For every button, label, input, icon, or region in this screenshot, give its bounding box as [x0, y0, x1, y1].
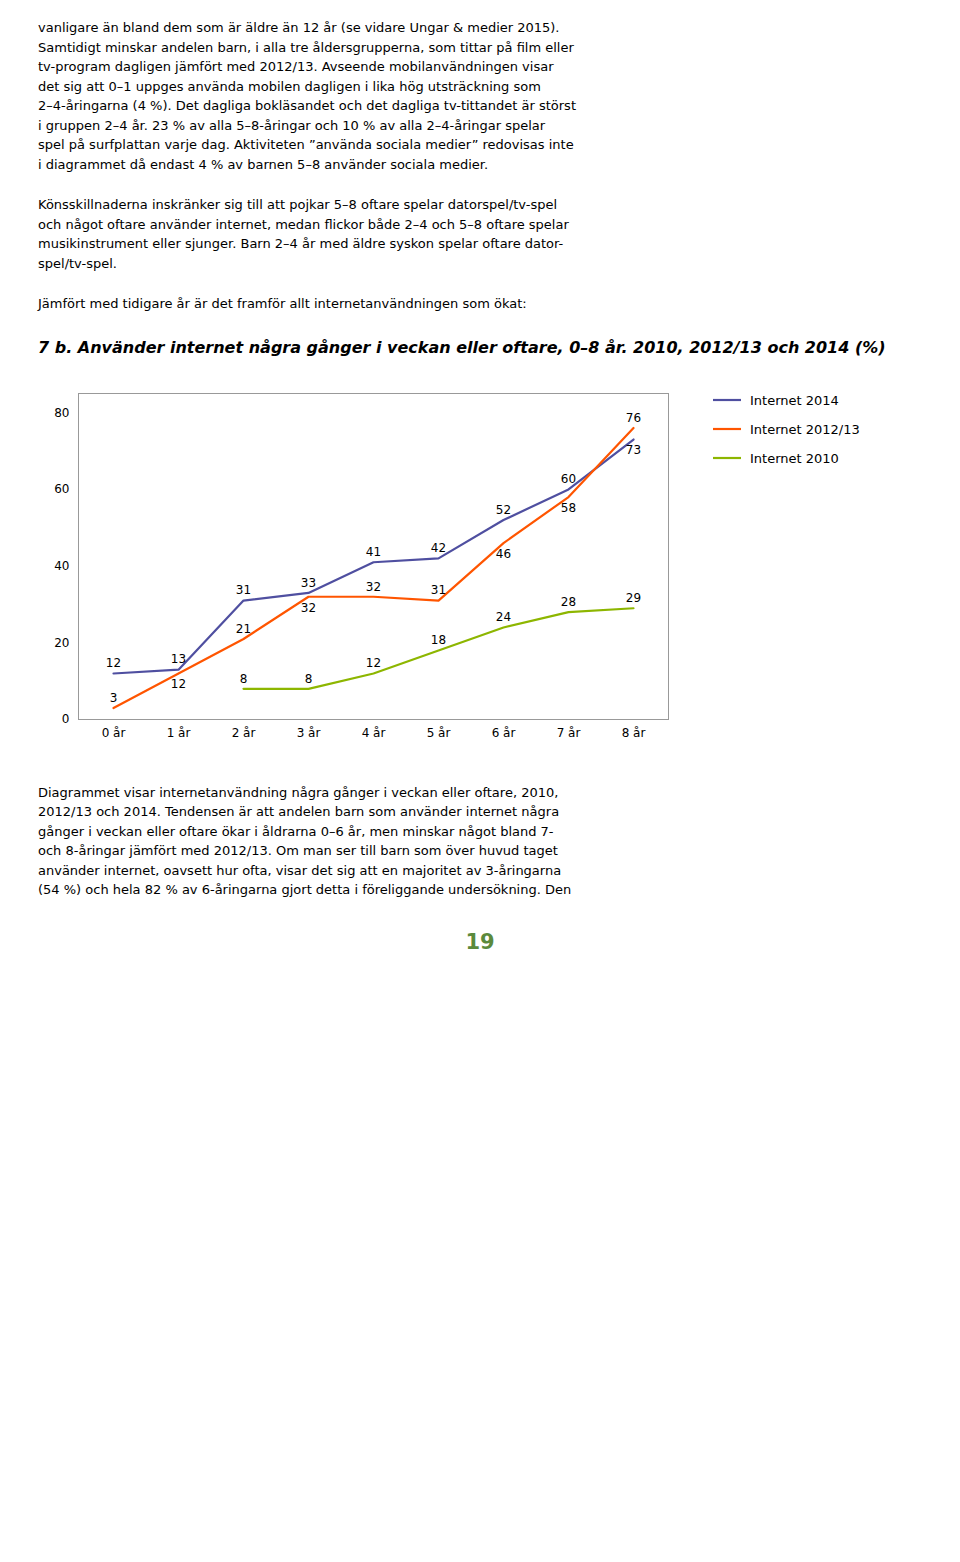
svg-text:80: 80: [54, 405, 69, 419]
svg-text:18: 18: [431, 633, 446, 647]
svg-text:60: 60: [54, 482, 69, 496]
svg-text:76: 76: [626, 410, 641, 424]
svg-text:31: 31: [431, 583, 446, 597]
html-text:2012/13 och 2014. Tendensen är: 2012/13 och 2014. Tendensen är att andel…: [38, 804, 560, 819]
svg-text:24: 24: [496, 610, 511, 624]
html-text:spel på surfplattan varje dag.: spel på surfplattan varje dag. Aktivitet…: [38, 137, 574, 152]
svg-text:60: 60: [561, 472, 576, 486]
svg-text:31: 31: [236, 583, 251, 597]
html-text:Internet 2012/13: Internet 2012/13: [750, 421, 860, 437]
html-text:och något oftare använder inte: och något oftare använder internet, meda…: [38, 216, 569, 232]
svg-text:41: 41: [366, 545, 381, 559]
svg-text:20: 20: [54, 635, 69, 649]
svg-text:52: 52: [496, 502, 511, 516]
html-text:Diagrammet visar internetanvän: Diagrammet visar internetanvändning någr…: [38, 784, 559, 800]
svg-text:5 år: 5 år: [427, 726, 451, 740]
svg-text:8: 8: [240, 671, 248, 685]
svg-text:46: 46: [496, 546, 511, 560]
html-text:2–4-åringarna (4 %). Det dagli: 2–4-åringarna (4 %). Det dagliga bokläsa…: [38, 98, 576, 113]
html-text:använder internet, oavsett hur: använder internet, oavsett hur ofta, vis…: [38, 862, 562, 878]
svg-text:3 år: 3 år: [297, 726, 321, 740]
html-text:vanligare än bland dem som är: vanligare än bland dem som är äldre än 1…: [38, 20, 560, 35]
svg-text:0 år: 0 år: [102, 726, 126, 740]
svg-text:7 år: 7 år: [557, 726, 581, 740]
html-text:det sig att 0–1 uppges använda: det sig att 0–1 uppges använda mobilen d…: [38, 78, 541, 94]
html-text:Samtidigt minskar andelen barn: Samtidigt minskar andelen barn, i alla t…: [38, 39, 574, 55]
svg-text:0: 0: [62, 712, 70, 726]
svg-text:32: 32: [301, 600, 316, 614]
svg-text:8: 8: [305, 671, 313, 685]
html-text:Internet 2014: Internet 2014: [750, 392, 839, 408]
html-text:Internet 2010: Internet 2010: [750, 450, 839, 466]
svg-text:32: 32: [366, 579, 381, 593]
svg-text:2 år: 2 år: [232, 726, 256, 740]
html-text:7 b. Använder internet några g: 7 b. Använder internet några gånger i ve…: [38, 337, 886, 357]
html-text:i diagrammet då endast 4 % av: i diagrammet då endast 4 % av barnen 5–8…: [38, 156, 489, 172]
html-text:(54 %) och hela 82 % av 6-årin: (54 %) och hela 82 % av 6-åringarna gjor…: [38, 882, 572, 897]
html-text:i gruppen 2–4 år. 23 % av alla: i gruppen 2–4 år. 23 % av alla 5–8-åring…: [38, 117, 546, 133]
html-text:19: 19: [465, 929, 495, 954]
svg-text:8 år: 8 år: [622, 726, 646, 740]
html-text:spel/tv-spel.: spel/tv-spel.: [38, 255, 117, 271]
svg-text:42: 42: [431, 541, 446, 555]
svg-text:21: 21: [236, 621, 251, 635]
html-text:gånger i veckan eller oftare ö: gånger i veckan eller oftare ökar i åldr…: [38, 823, 554, 839]
svg-text:12: 12: [366, 656, 381, 670]
svg-text:73: 73: [626, 443, 641, 457]
svg-text:28: 28: [561, 594, 576, 608]
svg-text:4 år: 4 år: [362, 726, 386, 740]
svg-text:1 år: 1 år: [167, 726, 191, 740]
html-text:tv-program dagligen jämfört me: tv-program dagligen jämfört med 2012/13.…: [38, 59, 554, 74]
svg-text:12: 12: [106, 656, 121, 670]
html-text:och 8-åringar jämfört med 2012: och 8-åringar jämfört med 2012/13. Om ma…: [38, 843, 558, 858]
svg-text:6 år: 6 år: [492, 726, 516, 740]
html-text:musikinstrument eller sjunger.: musikinstrument eller sjunger. Barn 2–4 …: [38, 236, 564, 251]
svg-text:40: 40: [54, 558, 69, 572]
svg-text:33: 33: [301, 575, 316, 589]
svg-text:3: 3: [110, 690, 118, 704]
svg-text:12: 12: [171, 677, 186, 691]
html-text:Jämfört med tidigare år är det: Jämfört med tidigare år är det framför a…: [38, 296, 527, 311]
html-text:Könsskillnaderna inskränker si: Könsskillnaderna inskränker sig till att…: [38, 197, 557, 212]
svg-text:29: 29: [626, 591, 641, 605]
svg-text:13: 13: [171, 652, 186, 666]
svg-text:58: 58: [561, 500, 576, 514]
